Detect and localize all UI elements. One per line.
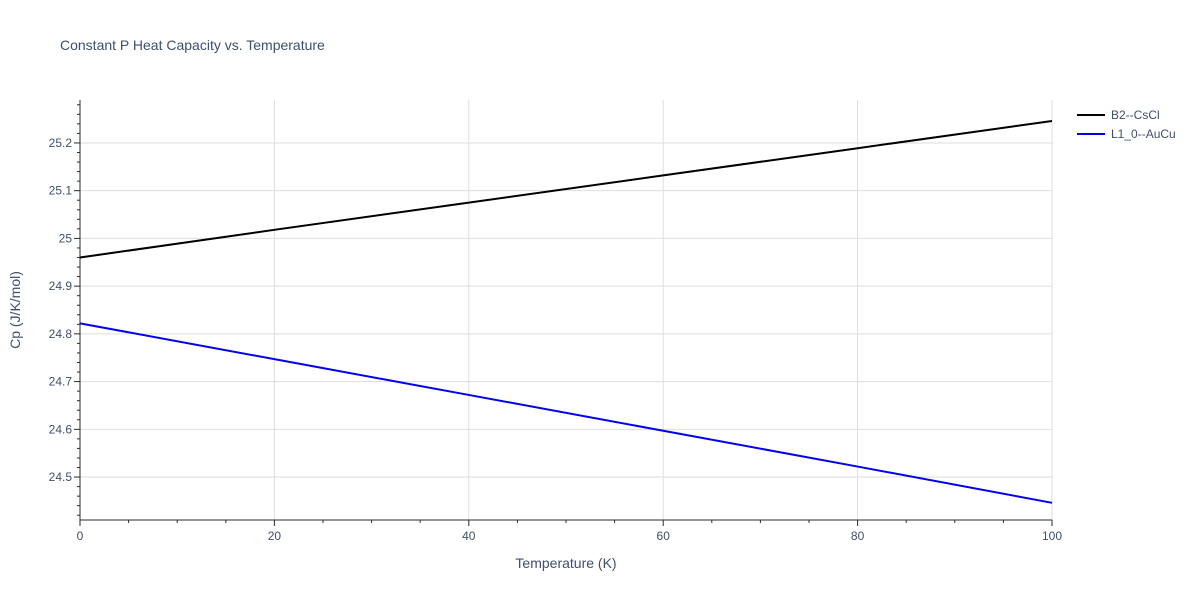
legend-label-2[interactable]: L1_0--AuCu — [1111, 127, 1176, 141]
x-tick-label: 60 — [657, 529, 671, 543]
x-tick-label: 80 — [851, 529, 865, 543]
y-tick-label: 24.5 — [49, 470, 73, 484]
x-axis-title: Temperature (K) — [515, 555, 616, 571]
x-tick-label: 100 — [1042, 529, 1062, 543]
axes-layer: 24.5 24.6 24.7 24.8 24.9 25 25.1 25.2 0 20 40 60 80 1… — [49, 100, 1062, 543]
y-tick-label: 24.9 — [49, 279, 73, 293]
x-tick-label: 20 — [268, 529, 282, 543]
y-tick-label: 24.7 — [49, 375, 73, 389]
legend-label-1[interactable]: B2--CsCl — [1111, 108, 1160, 122]
x-tick-label: 0 — [77, 529, 84, 543]
y-tick-label: 25.2 — [49, 136, 73, 150]
legend[interactable]: B2--CsCl L1_0--AuCu — [1077, 108, 1176, 141]
y-tick-label: 25 — [59, 231, 73, 245]
series-layer — [79, 120, 1053, 504]
y-tick-label: 25.1 — [49, 184, 73, 198]
x-tick-label: 40 — [462, 529, 476, 543]
series-line-1 — [79, 120, 1053, 259]
chart-title: Constant P Heat Capacity vs. Temperature — [60, 37, 325, 53]
y-tick-label: 24.8 — [49, 327, 73, 341]
series-line-2 — [79, 322, 1053, 504]
grid-layer — [80, 100, 1053, 520]
y-axis-title: Cp (J/K/mol) — [7, 271, 23, 349]
y-tick-label: 24.6 — [49, 422, 73, 436]
